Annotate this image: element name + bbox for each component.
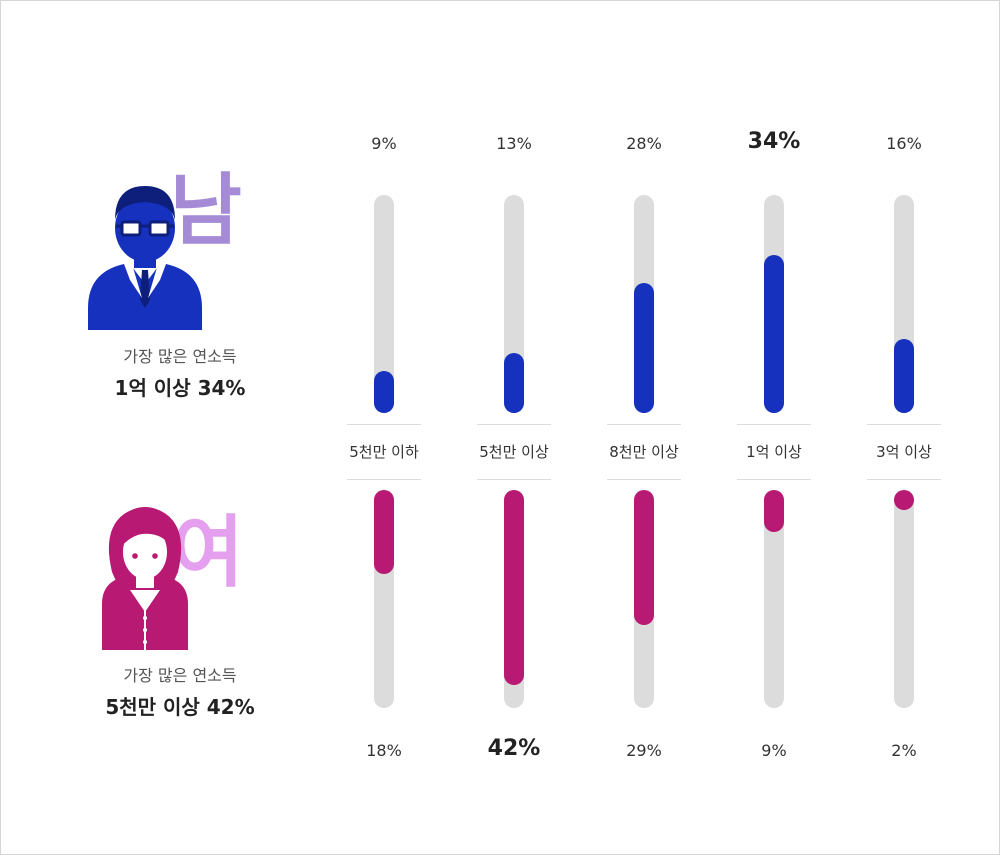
male-char: 남: [170, 166, 242, 256]
male-bar-track: [634, 195, 654, 413]
category-divider: [477, 479, 551, 480]
female-data-label: 9%: [761, 741, 787, 760]
woman-icon: [102, 507, 188, 650]
male-bar: [634, 283, 654, 413]
male-summary-label: 가장 많은 연소득: [123, 347, 237, 366]
category-divider: [347, 424, 421, 425]
male-panel: 남 가장 많은 연소득 1억 이상 34%: [60, 172, 260, 420]
male-data-label: 28%: [626, 134, 662, 153]
category-divider: [737, 424, 811, 425]
female-bar: [634, 490, 654, 625]
female-panel: 여 가장 많은 연소득 5천만 이상 42%: [60, 500, 260, 740]
male-bar-track: [374, 195, 394, 413]
male-data-label: 9%: [371, 134, 397, 153]
female-bar: [374, 490, 394, 574]
category-label: 5천만 이하: [349, 443, 419, 461]
category-label: 5천만 이상: [479, 443, 549, 461]
female-bar-track: [764, 490, 784, 708]
male-bar-track: [504, 195, 524, 413]
male-bar: [764, 255, 784, 413]
female-data-label: 42%: [487, 736, 541, 761]
female-summary-label: 가장 많은 연소득: [123, 666, 237, 685]
female-data-label: 18%: [366, 741, 402, 760]
category-label: 3억 이상: [876, 443, 932, 461]
male-data-label: 34%: [747, 129, 801, 154]
category-label: 1억 이상: [746, 443, 802, 461]
male-summary-value: 1억 이상 34%: [114, 376, 246, 400]
category-label: 8천만 이상: [609, 443, 679, 461]
female-bar-track: [374, 490, 394, 708]
female-bar: [894, 490, 914, 510]
male-bar: [504, 352, 524, 413]
female-bar: [764, 490, 784, 532]
male-bar: [894, 338, 914, 413]
male-bar-track: [894, 195, 914, 413]
man-with-glasses-icon: [88, 186, 202, 330]
category-divider: [737, 479, 811, 480]
male-data-label: 13%: [496, 134, 532, 153]
male-bar-track: [764, 195, 784, 413]
female-bar: [504, 490, 524, 685]
male-bar: [374, 371, 394, 413]
category-divider: [607, 479, 681, 480]
female-bar-track: [504, 490, 524, 708]
female-data-label: 2%: [891, 741, 917, 760]
male-data-label: 16%: [886, 134, 922, 153]
female-bar-track: [634, 490, 654, 708]
female-summary-value: 5천만 이상 42%: [105, 695, 255, 719]
female-bar-track: [894, 490, 914, 708]
category-divider: [477, 424, 551, 425]
female-char: 여: [172, 508, 244, 598]
category-divider: [607, 424, 681, 425]
category-divider: [347, 479, 421, 480]
female-data-label: 29%: [626, 741, 662, 760]
category-divider: [867, 424, 941, 425]
category-divider: [867, 479, 941, 480]
